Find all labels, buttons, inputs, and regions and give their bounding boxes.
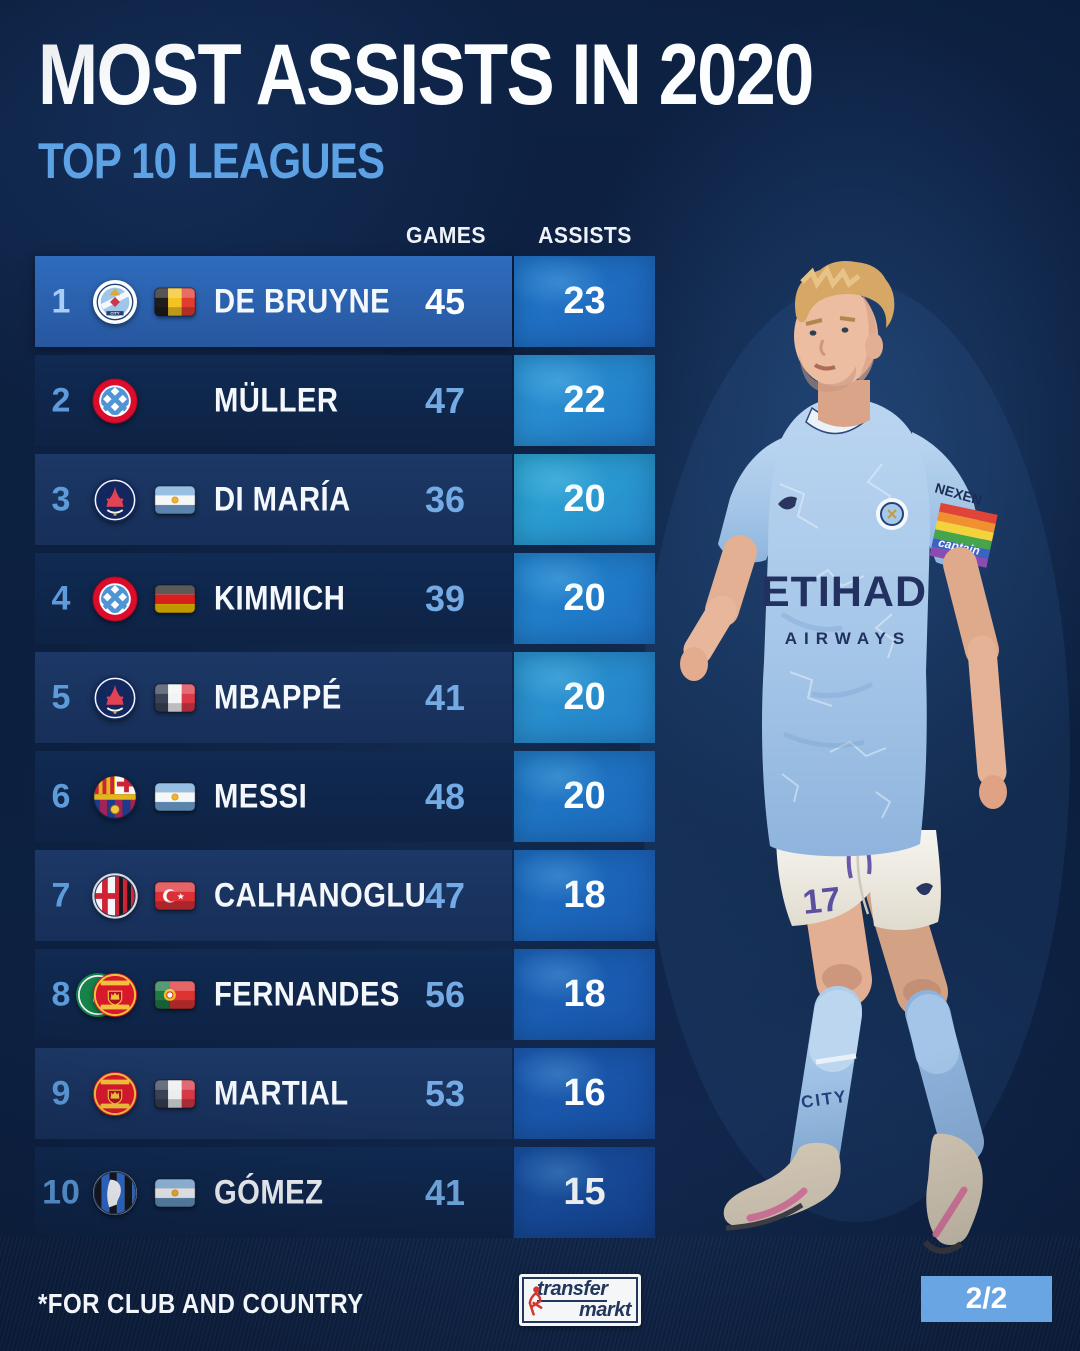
rank-number: 6 xyxy=(51,777,71,815)
rank-number: 4 xyxy=(51,579,71,617)
assists-cell: 20 xyxy=(514,454,655,545)
games-value: 47 xyxy=(424,379,466,421)
assists-value: 16 xyxy=(563,1072,606,1114)
shirt-sponsor-subtext: AIRWAYS xyxy=(785,629,911,648)
rankings-table: 1 CITY DE BRUYNE 45 23 2 MÜLLER 47 22 3 … xyxy=(35,256,655,1246)
rank-number: 8 xyxy=(51,975,71,1013)
footnote: *FOR CLUB AND COUNTRY xyxy=(38,1288,364,1319)
games-value: 48 xyxy=(424,775,466,817)
assists-value: 22 xyxy=(563,379,606,421)
club-crest-manchester-city: CITY xyxy=(92,279,138,325)
assists-value: 18 xyxy=(563,874,606,916)
player-name: FERNANDES xyxy=(214,975,400,1013)
rank-number: 1 xyxy=(51,282,71,320)
table-row: 3 DI MARÍA 36 20 xyxy=(35,454,655,545)
assists-cell: 20 xyxy=(514,652,655,743)
club-crest-manchester-united xyxy=(92,1071,138,1117)
table-row: 9 MARTIAL 53 16 xyxy=(35,1048,655,1139)
player-photo-kevin-de-bruyne: CITY 17 ETIHAD xyxy=(640,261,1070,1254)
transfermarkt-logo: transfer markt xyxy=(519,1274,641,1326)
assists-cell: 23 xyxy=(514,256,655,347)
puma-logo xyxy=(778,496,797,510)
transfermarkt-logo-text-bottom: markt xyxy=(579,1299,631,1321)
rank-number: 9 xyxy=(51,1074,71,1112)
transfermarkt-logo-text-top: transfer xyxy=(537,1278,608,1302)
club-crest-atalanta xyxy=(92,1170,138,1216)
assists-value: 15 xyxy=(563,1171,606,1213)
flag-france xyxy=(154,1079,196,1108)
player-name: MESSI xyxy=(214,777,308,815)
assists-cell: 18 xyxy=(514,850,655,941)
column-header-assists: ASSISTS xyxy=(538,222,632,248)
games-value: 41 xyxy=(424,1171,466,1213)
flag-argentina xyxy=(154,485,196,514)
player-name: MBAPPÉ xyxy=(214,678,342,716)
table-row: 1 CITY DE BRUYNE 45 23 xyxy=(35,256,655,347)
flag-argentina xyxy=(154,782,196,811)
flag-portugal xyxy=(154,980,196,1009)
player-name: GÓMEZ xyxy=(214,1173,324,1211)
flag-france xyxy=(154,683,196,712)
club-crest-bayern-munich xyxy=(92,575,138,622)
table-row: 5 MBAPPÉ 41 20 xyxy=(35,652,655,743)
assists-cell: 20 xyxy=(514,751,655,842)
games-value: 56 xyxy=(424,973,466,1015)
club-crest-barcelona xyxy=(92,774,138,820)
club-crest-psg xyxy=(92,675,138,721)
assists-cell: 20 xyxy=(514,553,655,644)
player-name: CALHANOGLU xyxy=(214,876,427,914)
games-value: 36 xyxy=(424,478,466,520)
rank-number: 10 xyxy=(42,1173,80,1211)
table-row: 4 KIMMICH 39 20 xyxy=(35,553,655,644)
shorts-number: 17 xyxy=(801,880,843,922)
player-name: DI MARÍA xyxy=(214,480,351,518)
flag-turkey xyxy=(154,881,196,910)
shirt-sponsor-text: ETIHAD xyxy=(761,568,927,616)
assists-value: 20 xyxy=(563,775,606,817)
flag-germany xyxy=(154,584,196,613)
rank-number: 5 xyxy=(51,678,71,716)
table-row: 10 GÓMEZ 41 15 xyxy=(35,1147,655,1238)
table-row: 8 FERNANDES 56 18 xyxy=(35,949,655,1040)
rank-number: 7 xyxy=(51,876,71,914)
flag-belgium xyxy=(154,287,196,316)
games-value: 45 xyxy=(424,280,466,322)
club-crest-bayern-munich xyxy=(92,377,138,424)
table-row: 7 CALHANOGLU 47 18 xyxy=(35,850,655,941)
assists-value: 20 xyxy=(563,478,606,520)
rank-number: 2 xyxy=(51,381,71,419)
column-header-games: GAMES xyxy=(406,222,486,248)
page-badge: 2/2 xyxy=(921,1276,1052,1322)
assists-value: 23 xyxy=(563,280,606,322)
games-value: 41 xyxy=(424,676,466,718)
games-value: 47 xyxy=(424,874,466,916)
assists-value: 18 xyxy=(563,973,606,1015)
games-value: 53 xyxy=(424,1072,466,1114)
player-name: MÜLLER xyxy=(214,381,339,419)
assists-value: 20 xyxy=(563,577,606,619)
assists-cell: 15 xyxy=(514,1147,655,1238)
table-row: 6 MESSI 48 20 xyxy=(35,751,655,842)
rank-number: 3 xyxy=(51,480,71,518)
jersey-crackle-pattern xyxy=(779,463,896,819)
table-row: 2 MÜLLER 47 22 xyxy=(35,355,655,446)
games-value: 39 xyxy=(424,577,466,619)
transfermarkt-kicker-icon xyxy=(528,1286,543,1316)
page-subtitle: TOP 10 LEAGUES xyxy=(38,133,385,189)
assists-cell: 22 xyxy=(514,355,655,446)
svg-text:CITY: CITY xyxy=(110,310,119,315)
flag-argentina xyxy=(154,1178,196,1207)
page-title: MOST ASSISTS IN 2020 xyxy=(38,27,814,123)
club-crest-psg xyxy=(92,477,138,523)
player-name: DE BRUYNE xyxy=(214,282,391,320)
player-name: KIMMICH xyxy=(214,579,346,617)
assists-cell: 16 xyxy=(514,1048,655,1139)
assists-cell: 18 xyxy=(514,949,655,1040)
player-name: MARTIAL xyxy=(214,1074,349,1112)
assists-value: 20 xyxy=(563,676,606,718)
club-crest-manchester-united xyxy=(92,972,138,1018)
club-crest-ac-milan xyxy=(92,872,138,919)
